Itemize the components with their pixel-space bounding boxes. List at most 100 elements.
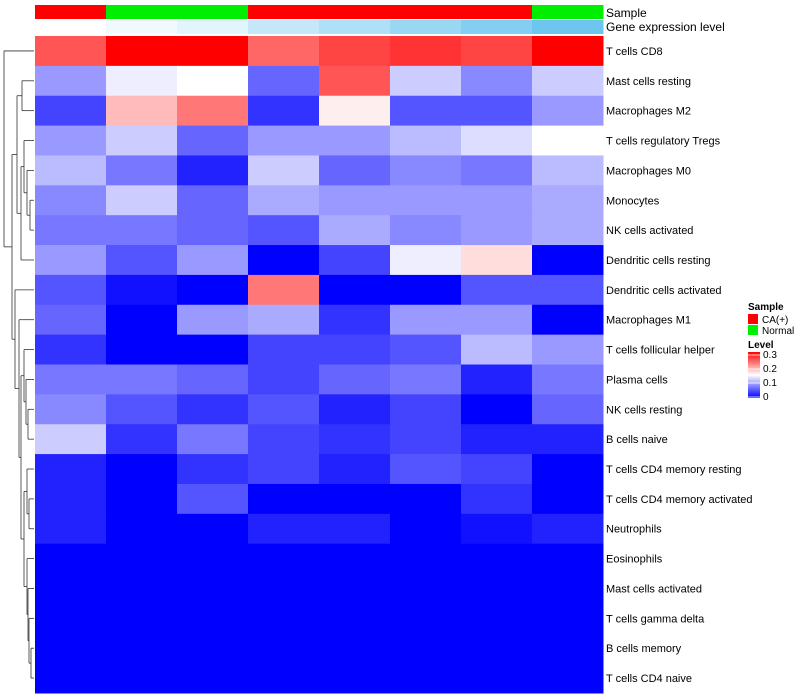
heatmap-cell bbox=[248, 95, 320, 127]
row-label: B cells naive bbox=[606, 434, 668, 446]
heatmap-cell bbox=[390, 36, 462, 67]
legend-swatch-normal bbox=[748, 325, 758, 335]
heatmap-cell bbox=[35, 543, 107, 575]
heatmap-cell bbox=[532, 633, 604, 664]
gene-expression-annotation-cell bbox=[35, 20, 107, 34]
row-dendrogram bbox=[3, 50, 34, 679]
heatmap-cell bbox=[390, 95, 462, 127]
heatmap-cell bbox=[248, 603, 320, 634]
level-tick-label: 0.3 bbox=[763, 350, 777, 361]
heatmap-cell bbox=[532, 603, 604, 634]
heatmap-cell bbox=[177, 215, 249, 246]
heatmap-cell bbox=[319, 334, 391, 365]
heatmap-cell bbox=[248, 245, 320, 276]
heatmap-cell bbox=[106, 274, 178, 306]
heatmap-cell bbox=[248, 36, 320, 67]
heatmap-cell bbox=[248, 543, 320, 575]
heatmap-cell bbox=[319, 513, 391, 545]
heatmap-cell bbox=[106, 185, 178, 216]
sample-annotation-cell bbox=[106, 5, 178, 19]
level-tick-label: 0 bbox=[763, 392, 769, 403]
heatmap-cell bbox=[319, 185, 391, 216]
heatmap-cell bbox=[248, 65, 320, 97]
heatmap-cell bbox=[390, 663, 462, 694]
heatmap-cell bbox=[390, 633, 462, 664]
heatmap-cell bbox=[461, 543, 533, 575]
heatmap-cell bbox=[461, 513, 533, 545]
heatmap-cell bbox=[319, 65, 391, 97]
heatmap-cell bbox=[532, 304, 604, 336]
heatmap-cell bbox=[532, 185, 604, 216]
row-label: Mast cells activated bbox=[606, 584, 702, 596]
heatmap-cell bbox=[106, 334, 178, 365]
heatmap-cell bbox=[319, 633, 391, 664]
heatmap-cell bbox=[35, 334, 107, 365]
heatmap-cell bbox=[177, 513, 249, 545]
heatmap-cell bbox=[532, 364, 604, 395]
row-label: T cells regulatory Tregs bbox=[606, 136, 721, 148]
gene-expression-annotation-cell bbox=[106, 20, 178, 34]
heatmap-cell bbox=[35, 65, 107, 97]
heatmap-cell bbox=[106, 215, 178, 246]
heatmap-cell bbox=[177, 334, 249, 365]
heatmap-cell bbox=[461, 155, 533, 186]
heatmap-cell bbox=[106, 304, 178, 336]
heatmap-cell bbox=[177, 663, 249, 694]
row-label: Mast cells resting bbox=[606, 76, 691, 88]
heatmap-cell bbox=[106, 424, 178, 455]
heatmap-cell bbox=[461, 663, 533, 694]
heatmap-cell bbox=[35, 274, 107, 306]
heatmap-cell bbox=[35, 125, 107, 156]
heatmap-cell bbox=[35, 185, 107, 216]
heatmap-cell bbox=[106, 543, 178, 575]
heatmap-cell bbox=[532, 394, 604, 425]
heatmap-cell bbox=[248, 513, 320, 545]
row-label: T cells CD8 bbox=[606, 46, 663, 58]
row-label: Eosinophils bbox=[606, 554, 663, 566]
heatmap-cell bbox=[532, 424, 604, 455]
heatmap-cell bbox=[106, 155, 178, 186]
heatmap-cell bbox=[319, 125, 391, 156]
heatmap-cell bbox=[35, 483, 107, 515]
level-tick-label: 0.1 bbox=[763, 378, 777, 389]
heatmap-cell bbox=[532, 573, 604, 604]
row-label: T cells CD4 naive bbox=[606, 673, 692, 685]
heatmap-cell bbox=[461, 424, 533, 455]
row-label: NK cells resting bbox=[606, 404, 682, 416]
heatmap-cell bbox=[319, 95, 391, 127]
row-label: Neutrophils bbox=[606, 524, 662, 536]
heatmap-cell bbox=[319, 215, 391, 246]
heatmap-cell bbox=[177, 573, 249, 604]
heatmap-cell bbox=[248, 185, 320, 216]
gene-expression-annotation-cell bbox=[532, 20, 604, 34]
heatmap-cell bbox=[106, 454, 178, 485]
heatmap-cell bbox=[177, 65, 249, 97]
heatmap-cell bbox=[177, 274, 249, 306]
heatmap-cell bbox=[390, 543, 462, 575]
heatmap-cell bbox=[319, 424, 391, 455]
heatmap-cell bbox=[390, 483, 462, 515]
row-label: B cells memory bbox=[606, 643, 682, 655]
heatmap-cell bbox=[248, 304, 320, 336]
heatmap-cell bbox=[390, 573, 462, 604]
heatmap-cell bbox=[319, 304, 391, 336]
heatmap-cell bbox=[319, 603, 391, 634]
heatmap-cell bbox=[177, 483, 249, 515]
sample-annotation-cell bbox=[319, 5, 391, 19]
row-label: Macrophages M0 bbox=[606, 165, 691, 177]
heatmap-cell bbox=[248, 364, 320, 395]
heatmap-cell bbox=[532, 454, 604, 485]
heatmap-cell bbox=[461, 364, 533, 395]
heatmap-cell bbox=[461, 334, 533, 365]
heatmap-cell bbox=[390, 424, 462, 455]
heatmap-cell bbox=[248, 394, 320, 425]
row-label: Plasma cells bbox=[606, 374, 668, 386]
row-label: T cells follicular helper bbox=[606, 345, 715, 357]
legend-label-normal: Normal bbox=[762, 326, 794, 337]
column-annotations bbox=[35, 5, 604, 34]
row-label: T cells CD4 memory activated bbox=[606, 494, 753, 506]
heatmap-cell bbox=[177, 155, 249, 186]
level-ticks: 0.3 0.2 0.1 0 bbox=[748, 350, 777, 403]
level-legend-title: Level bbox=[748, 340, 774, 351]
heatmap-cell bbox=[390, 215, 462, 246]
